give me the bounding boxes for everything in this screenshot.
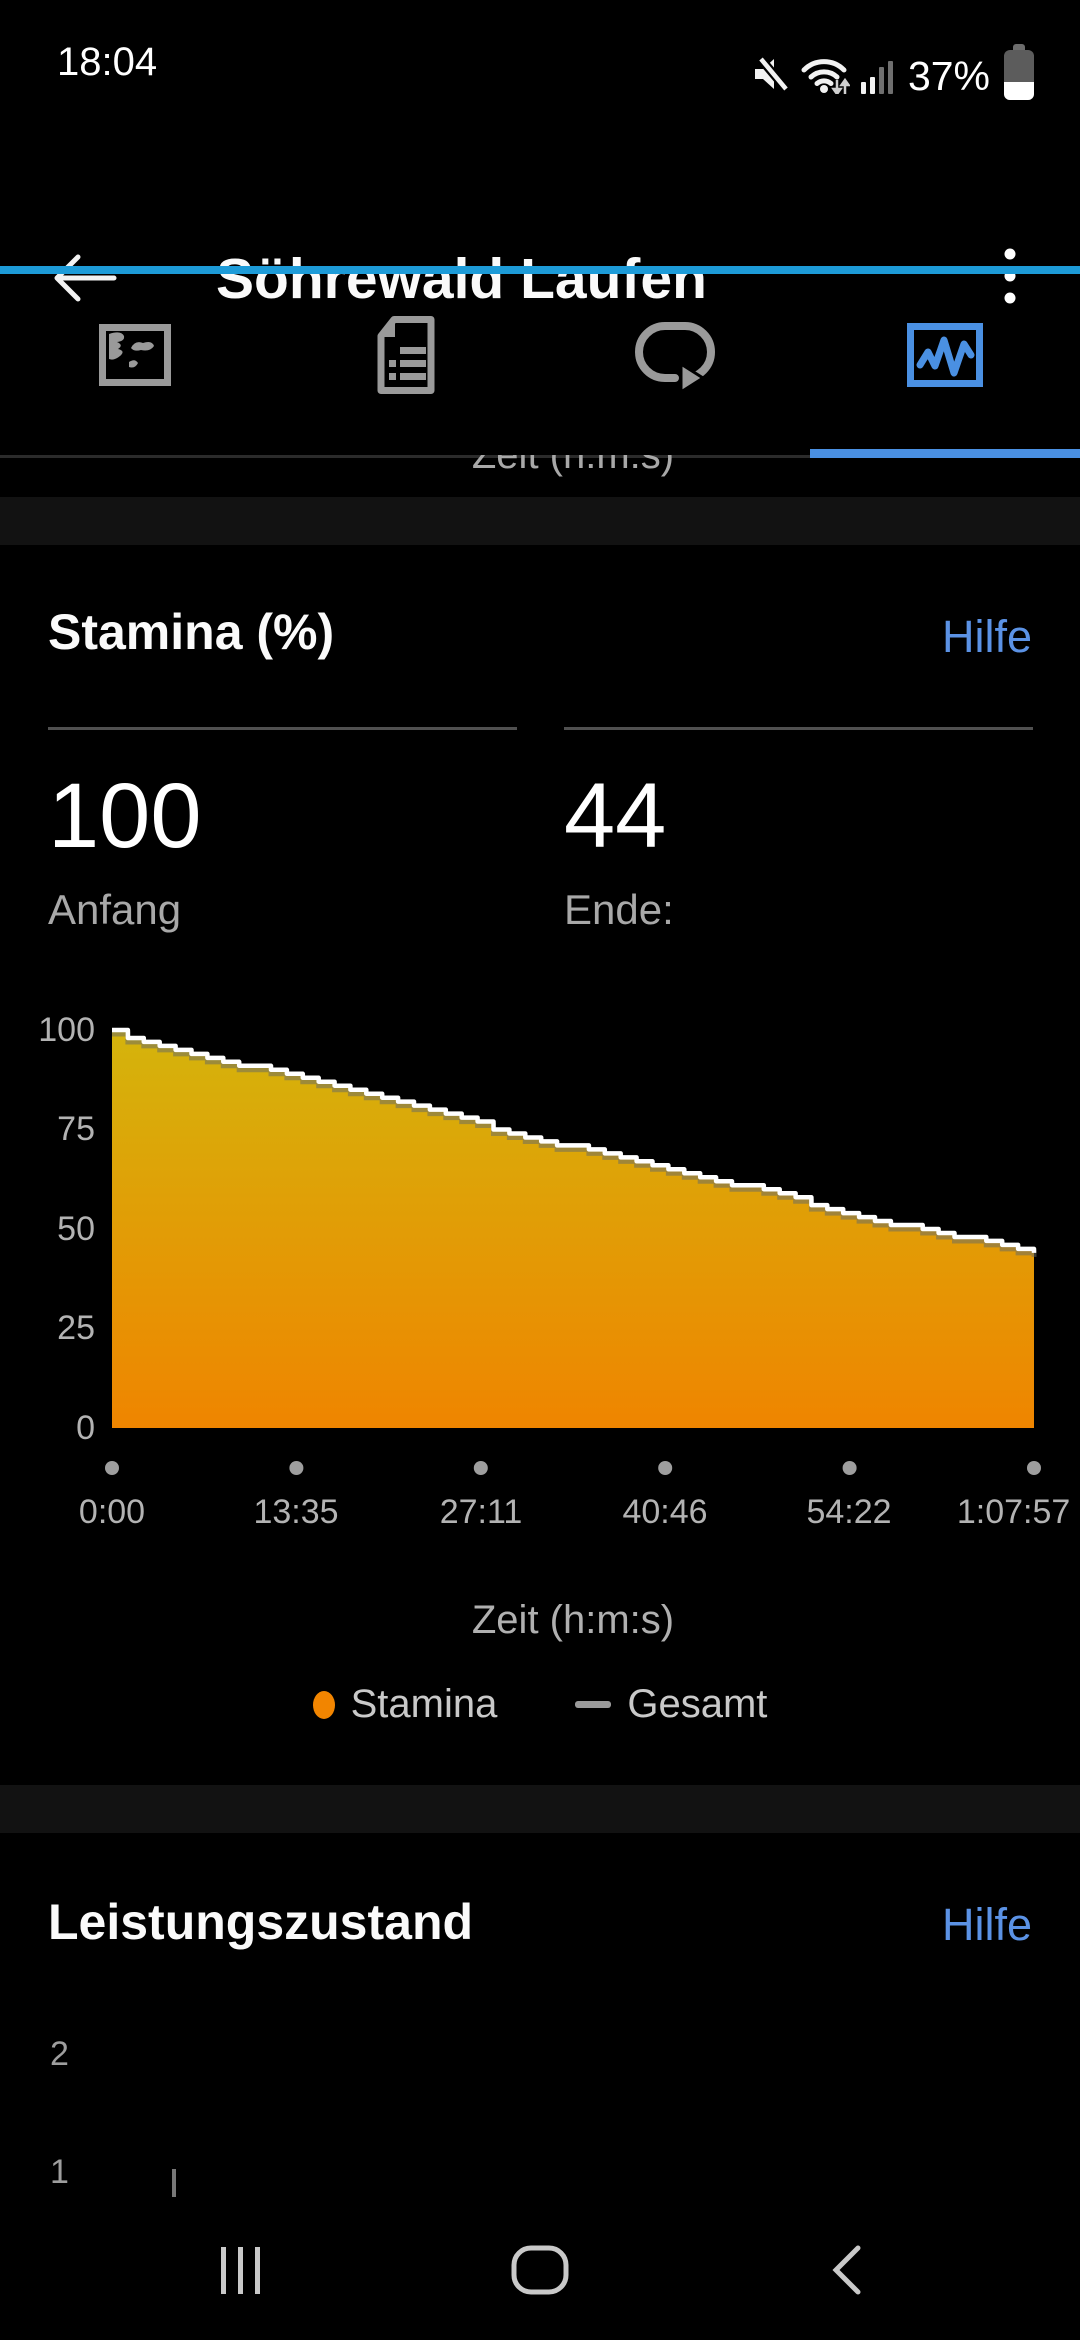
nav-back-button[interactable] (767, 2210, 927, 2330)
chart-legend: Stamina Gesamt (0, 1682, 1080, 1727)
tab-laps[interactable] (540, 274, 810, 455)
tab-charts[interactable] (810, 274, 1080, 455)
stat-start-label: Anfang (48, 886, 182, 933)
recents-icon (220, 2246, 260, 2294)
performance-card: Leistungszustand Hilfe 2 1 (0, 1833, 1080, 2340)
clock: 18:04 (57, 40, 158, 84)
stat-start-value: 100 (48, 765, 202, 867)
mute-icon (754, 56, 789, 93)
stat-divider (564, 727, 1033, 730)
x-tick: 1:07:57 (956, 1493, 1071, 1531)
laps-loop-icon (635, 321, 715, 392)
page-title: Söhrewald Laufen (216, 247, 707, 311)
stat-divider (48, 727, 517, 730)
x-axis-title: Zeit (h:m:s) (471, 1598, 675, 1642)
wifi-icon (801, 59, 850, 94)
status-icons: 37% (753, 44, 1034, 100)
document-icon (377, 315, 435, 394)
back-button[interactable] (40, 232, 130, 324)
stamina-card: Stamina (%) Hilfe 100 Anfang 44 Ende: 10… (0, 545, 1080, 1785)
y-tick-75: 75 (57, 1110, 95, 1148)
x-tick: 13:35 (253, 1493, 339, 1531)
perf-chart-mark (172, 2169, 176, 2197)
header-accent-line (0, 266, 1080, 274)
map-icon (99, 323, 171, 386)
perf-y-tick-1: 1 (50, 2153, 69, 2191)
gesamt-legend-dash (575, 1701, 612, 1708)
y-tick-100: 100 (38, 1011, 95, 1049)
section-separator (0, 1785, 1080, 1833)
battery-percent-text: 37% (907, 53, 990, 99)
clipped-previous-chart-label: Zeit (h:m:s) (471, 455, 675, 477)
chart-icon (907, 322, 983, 387)
perf-y-tick-2: 2 (50, 2035, 69, 2073)
legend-item-gesamt: Gesamt (575, 1682, 767, 1727)
nav-back-icon (832, 2245, 861, 2295)
y-tick-25: 25 (57, 1309, 95, 1347)
stat-end-label: Ende: (564, 886, 674, 933)
performance-title: Leistungszustand (48, 1894, 474, 1950)
legend-label: Stamina (350, 1682, 498, 1726)
stamina-area-svg[interactable] (105, 1027, 1041, 1490)
tab-bar (0, 274, 1080, 458)
y-tick-50: 50 (57, 1210, 95, 1248)
stat-start: 100 Anfang (48, 727, 517, 934)
x-tick: 54:22 (806, 1493, 892, 1531)
tab-map[interactable] (0, 274, 270, 455)
status-bar: 18:04 37 (0, 0, 1080, 100)
tab-details[interactable] (270, 274, 540, 455)
y-tick-0: 0 (76, 1409, 95, 1447)
navigation-bar (0, 2210, 1080, 2340)
x-tick: 40:46 (622, 1493, 708, 1531)
toolbar: Söhrewald Laufen (0, 96, 1080, 311)
battery-icon (1004, 44, 1034, 102)
section-separator (0, 497, 1080, 545)
stamina-legend-dot (312, 1690, 335, 1719)
home-button[interactable] (460, 2210, 620, 2330)
x-tick: 27:11 (439, 1493, 523, 1531)
stamina-help-link[interactable]: Hilfe (941, 611, 1032, 662)
legend-item-stamina: Stamina (312, 1682, 498, 1727)
stat-end: 44 Ende: (564, 727, 1033, 934)
signal-icon (860, 61, 893, 94)
x-tick: 0:00 (78, 1493, 146, 1531)
stamina-title: Stamina (%) (48, 604, 335, 660)
active-tab-indicator (810, 449, 1080, 458)
stat-end-value: 44 (564, 765, 667, 867)
performance-help-link[interactable]: Hilfe (941, 1899, 1032, 1950)
home-icon (511, 2245, 569, 2295)
recents-button[interactable] (160, 2210, 320, 2330)
legend-label: Gesamt (627, 1682, 768, 1726)
